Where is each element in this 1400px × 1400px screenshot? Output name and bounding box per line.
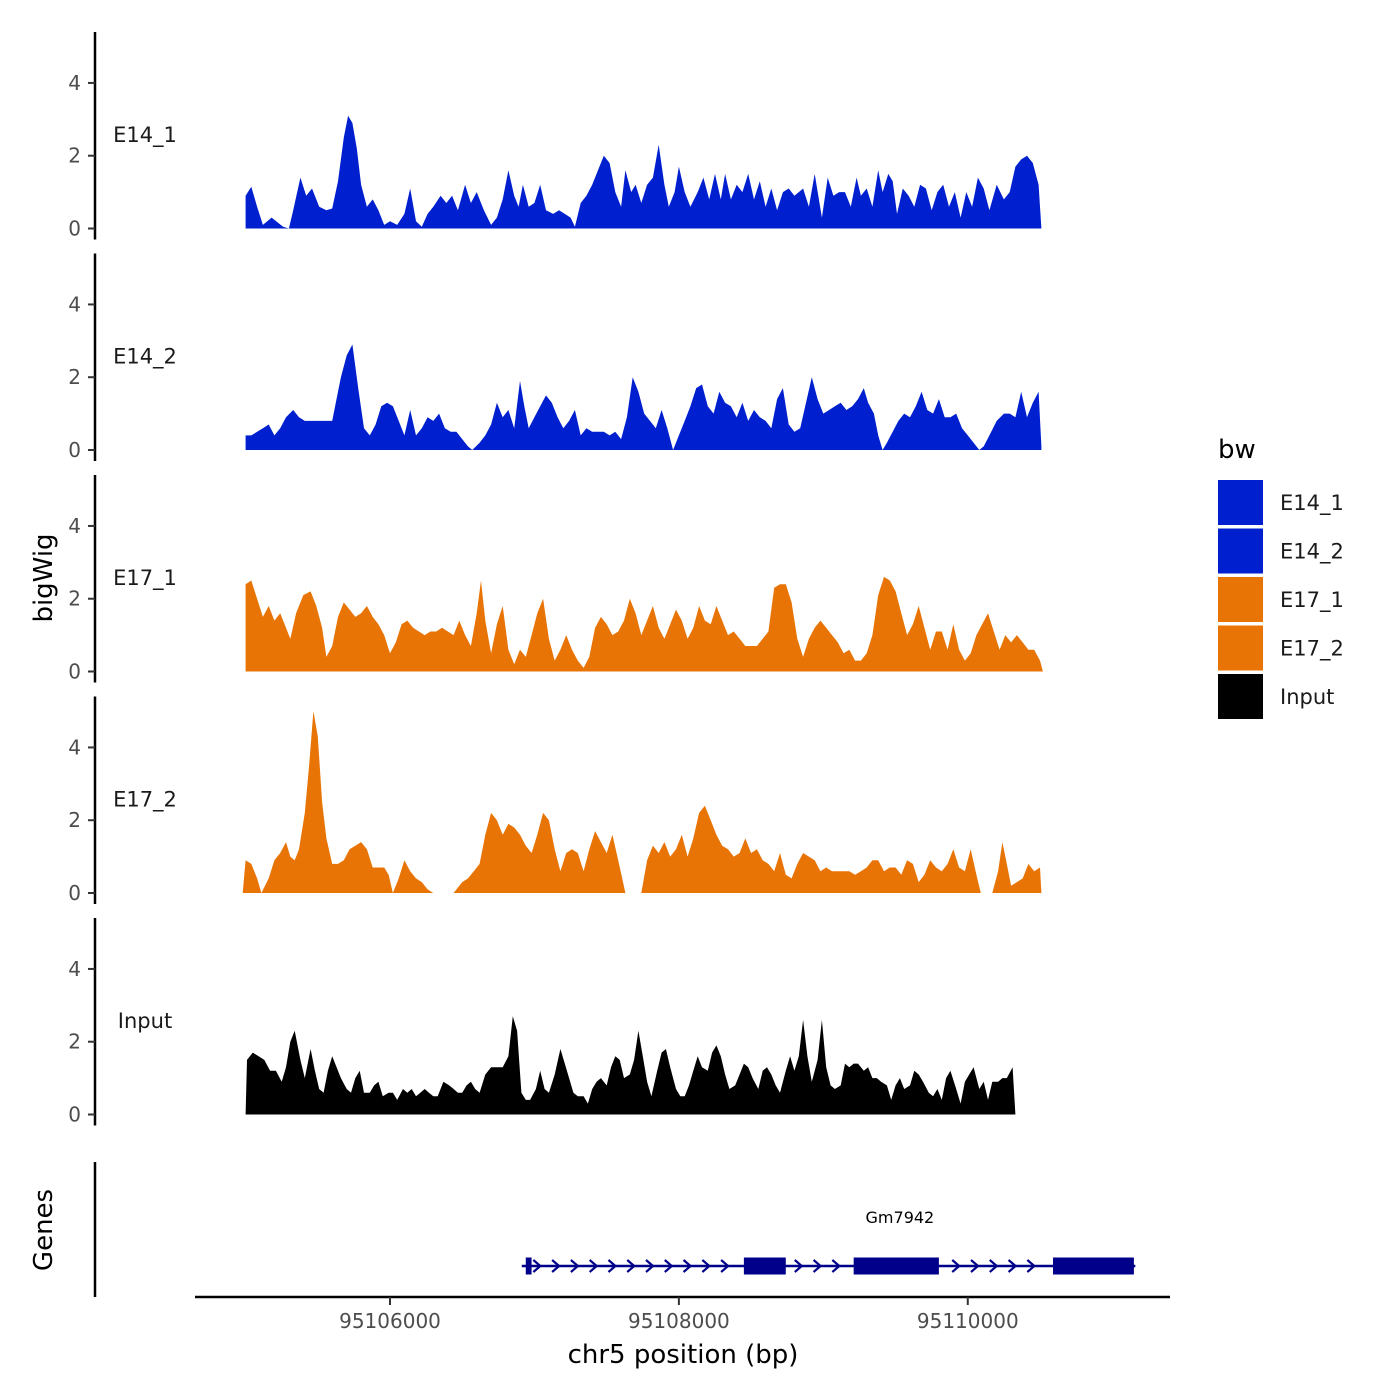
legend-swatch-e17-2 xyxy=(1218,626,1263,671)
y-tick-label: 0 xyxy=(68,1103,81,1127)
legend: bw E14_1 E14_2 E17_1 E17_2 Input xyxy=(1218,435,1344,719)
track-area-e14-1 xyxy=(246,116,1042,229)
track-area-input xyxy=(246,1016,1016,1114)
x-axis-title: chr5 position (bp) xyxy=(568,1340,799,1370)
y-tick-label: 4 xyxy=(68,292,81,316)
legend-label: E17_2 xyxy=(1280,637,1344,662)
track-label: E14_1 xyxy=(113,123,177,148)
y-tick-label: 4 xyxy=(68,957,81,981)
legend-label: E17_1 xyxy=(1280,588,1344,613)
track-label: E17_1 xyxy=(113,566,177,591)
y-tick-label: 4 xyxy=(68,71,81,95)
track-e17-2: 0 2 4 E17_2 xyxy=(68,697,1041,906)
x-tick-label: 95108000 xyxy=(628,1309,730,1333)
legend-swatch-input xyxy=(1218,674,1263,719)
y-tick-label: 2 xyxy=(68,1030,81,1054)
track-area-e17-1 xyxy=(246,577,1043,672)
track-label: E14_2 xyxy=(113,345,177,370)
legend-label: E14_2 xyxy=(1280,540,1344,565)
legend-title: bw xyxy=(1218,435,1256,465)
track-input: 0 2 4 Input xyxy=(68,918,1015,1127)
y-tick-label: 2 xyxy=(68,365,81,389)
gene-exon xyxy=(1053,1258,1134,1275)
y-tick-label: 0 xyxy=(68,217,81,241)
genome-track-plot: 0 2 4 E14_1 0 2 4 E14_2 0 2 4 E17_1 0 2 4 E17_2 0 2 4 Input… xyxy=(0,0,1400,1400)
track-area-e17-2 xyxy=(243,711,1042,893)
track-label: Input xyxy=(118,1009,172,1033)
track-e17-1: 0 2 4 E17_1 xyxy=(68,475,1043,684)
gene-exon xyxy=(744,1258,786,1275)
x-tick-label: 95110000 xyxy=(917,1309,1019,1333)
x-axis: 95106000 95108000 95110000 xyxy=(195,1297,1170,1333)
track-e14-2: 0 2 4 E14_2 xyxy=(68,254,1041,463)
gene-exon xyxy=(526,1258,532,1275)
track-label: E17_2 xyxy=(113,788,177,813)
legend-label: Input xyxy=(1280,685,1334,709)
gene-name-label: Gm7942 xyxy=(866,1208,935,1227)
y-tick-label: 0 xyxy=(68,438,81,462)
y-tick-label: 2 xyxy=(68,144,81,168)
legend-swatch-e14-1 xyxy=(1218,480,1263,525)
y-tick-label: 0 xyxy=(68,660,81,684)
x-tick-label: 95106000 xyxy=(339,1309,441,1333)
track-area-e14-2 xyxy=(246,345,1042,451)
y-tick-label: 4 xyxy=(68,514,81,538)
legend-label: E14_1 xyxy=(1280,491,1344,516)
coverage-tracks: 0 2 4 E14_1 0 2 4 E14_2 0 2 4 E17_1 0 2 4 E17_2 0 2 4 Input xyxy=(68,32,1043,1127)
legend-swatch-e14-2 xyxy=(1218,529,1263,574)
track-e14-1: 0 2 4 E14_1 xyxy=(68,32,1041,241)
genes-panel: Gm7942 xyxy=(95,1162,1135,1297)
y-tick-label: 4 xyxy=(68,735,81,759)
y-tick-label: 0 xyxy=(68,881,81,905)
genes-axis-title: Genes xyxy=(29,1189,59,1271)
y-tick-label: 2 xyxy=(68,587,81,611)
y-axis-title: bigWig xyxy=(29,533,59,622)
legend-swatch-e17-1 xyxy=(1218,577,1263,622)
y-tick-label: 2 xyxy=(68,808,81,832)
gene-exon xyxy=(854,1258,939,1275)
